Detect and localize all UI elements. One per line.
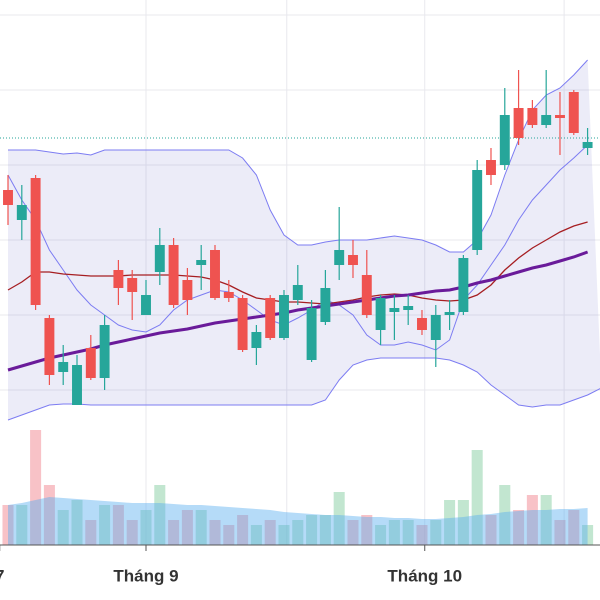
volume-bar: [319, 515, 331, 545]
volume-bar: [485, 515, 497, 545]
volume-bar: [278, 525, 290, 545]
candle-body: [182, 280, 193, 300]
candle-body: [541, 115, 552, 125]
volume-bar: [112, 505, 124, 545]
band-lower: [7, 357, 600, 421]
volume-bar: [375, 525, 387, 545]
volume-bar: [168, 520, 180, 545]
candle-body: [555, 115, 565, 118]
candle-body: [237, 298, 248, 350]
x-tick-label: Tháng 9: [113, 566, 178, 585]
volume-bar: [99, 505, 111, 545]
volume-bar: [444, 500, 456, 545]
candle-body: [251, 332, 262, 348]
volume-bar: [333, 492, 345, 545]
volume-bar: [57, 510, 69, 545]
candle-body: [265, 298, 276, 338]
candle-body: [99, 325, 110, 378]
volume-bar: [471, 450, 483, 545]
candle-body: [3, 190, 13, 205]
volume-bar: [154, 485, 166, 545]
volume-bar: [582, 525, 594, 545]
candle-body: [16, 205, 27, 220]
volume-bar: [140, 510, 152, 545]
volume-bar: [361, 515, 373, 545]
volume-bar: [513, 510, 525, 545]
volume-bar: [223, 525, 235, 545]
candle-body: [223, 292, 234, 298]
candle-body: [141, 295, 151, 315]
candle-body: [375, 298, 386, 330]
candle-body: [320, 288, 331, 322]
volume-bar: [209, 520, 221, 545]
x-tick-label: Tháng 10: [387, 566, 462, 585]
candle-body: [196, 260, 207, 265]
volume-bar: [181, 510, 193, 545]
volume-bar: [430, 520, 442, 545]
band-upper: [8, 59, 588, 253]
volume-bar: [237, 515, 249, 545]
volume-bar: [526, 495, 538, 545]
volume-bar: [402, 520, 414, 545]
volume-bar: [71, 500, 83, 545]
volume-bar: [43, 485, 55, 545]
volume-bar: [250, 525, 262, 545]
volume-bar: [292, 520, 304, 545]
volume-bar: [16, 505, 28, 545]
candle-body: [361, 275, 372, 315]
candle-body: [113, 270, 124, 288]
candle-body: [499, 115, 510, 165]
candle-body: [30, 178, 41, 305]
candle-body: [568, 92, 579, 133]
volume-bar: [540, 495, 552, 545]
candle-body: [458, 258, 469, 312]
candle-body: [334, 250, 345, 265]
candle-body: [210, 250, 220, 298]
candle-body: [292, 285, 303, 300]
volume-bar: [126, 520, 138, 545]
volume-ma-area: [8, 497, 588, 545]
candle-body: [486, 160, 496, 175]
candle-body: [72, 365, 82, 405]
volume-bar: [195, 510, 207, 545]
candle-body: [279, 295, 289, 338]
candle-body: [127, 278, 138, 292]
volume-bar: [499, 485, 511, 545]
volume-bar: [30, 430, 42, 545]
candle-body: [85, 348, 96, 378]
x-tick-label: 7: [0, 566, 4, 585]
candle-body: [472, 170, 483, 250]
candle-body: [389, 308, 400, 312]
candle-body: [403, 306, 414, 310]
candle-body: [58, 362, 69, 372]
candle-body: [348, 255, 358, 265]
volume-bar: [306, 515, 318, 545]
candle-body: [154, 245, 165, 272]
volume-bar: [457, 500, 469, 545]
candle-body: [582, 142, 593, 148]
candle-body: [430, 315, 441, 340]
candle-body: [306, 308, 317, 360]
volume-bar: [388, 520, 400, 545]
volume-bar: [347, 520, 359, 545]
candle-body: [513, 108, 524, 138]
candle-body: [168, 245, 179, 305]
volume-bar: [2, 505, 14, 545]
volume-bar: [85, 520, 97, 545]
candle-body: [527, 108, 538, 125]
candle-body: [417, 318, 427, 330]
volume-bar: [264, 520, 276, 545]
candle-body: [44, 318, 55, 375]
volume-bar: [568, 510, 580, 545]
volume-bar: [416, 525, 428, 545]
volume-bar: [554, 520, 566, 545]
candle-body: [444, 312, 455, 315]
